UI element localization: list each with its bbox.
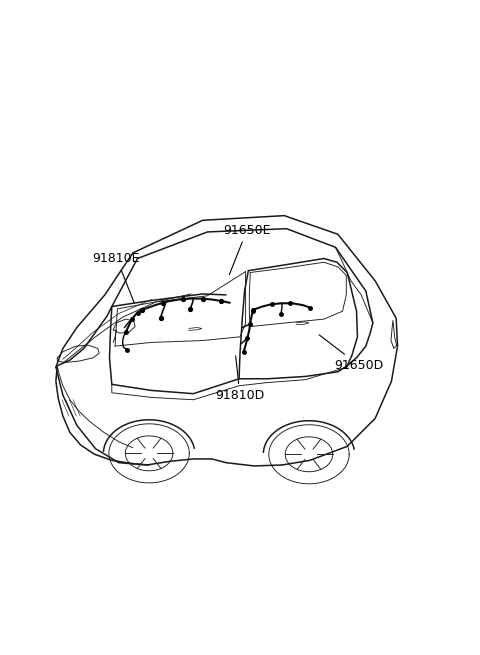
Text: 91650D: 91650D bbox=[319, 335, 384, 372]
Text: 91650E: 91650E bbox=[223, 223, 271, 274]
Text: 91810D: 91810D bbox=[216, 356, 264, 402]
Text: 91810E: 91810E bbox=[93, 252, 140, 303]
